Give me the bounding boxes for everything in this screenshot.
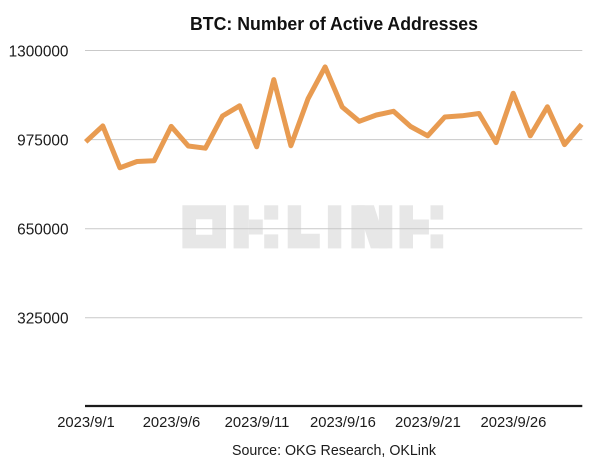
- svg-text:2023/9/1: 2023/9/1: [57, 415, 115, 431]
- svg-text:2023/9/6: 2023/9/6: [143, 415, 201, 431]
- svg-text:2023/9/26: 2023/9/26: [480, 415, 546, 431]
- svg-text:650000: 650000: [17, 222, 68, 239]
- svg-text:2023/9/16: 2023/9/16: [310, 415, 376, 431]
- svg-text:325000: 325000: [17, 311, 68, 328]
- svg-text:2023/9/11: 2023/9/11: [225, 415, 290, 431]
- svg-text:BTC: Number of Active Addresse: BTC: Number of Active Addresses: [190, 14, 478, 34]
- svg-text:1300000: 1300000: [9, 43, 69, 60]
- svg-text:2023/9/21: 2023/9/21: [395, 415, 461, 431]
- svg-text:Source: OKG Research, OKLink: Source: OKG Research, OKLink: [232, 443, 437, 459]
- svg-text:975000: 975000: [17, 132, 68, 149]
